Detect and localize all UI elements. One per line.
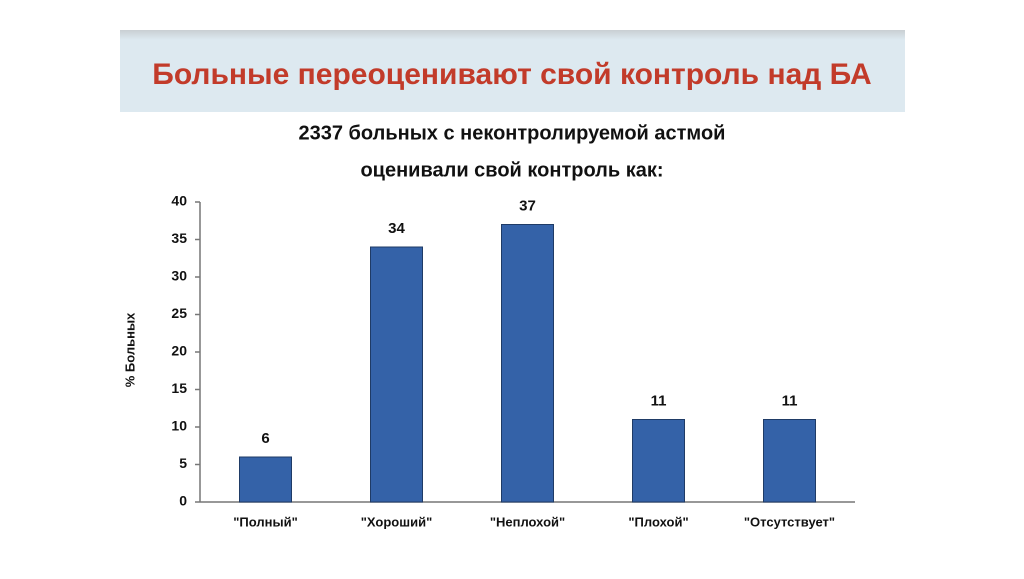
bar — [239, 456, 292, 503]
chart-title: оценивали свой контроль как: — [360, 159, 663, 181]
y-tick-label: 20 — [171, 343, 187, 359]
x-tick-label: "Плохой" — [628, 514, 688, 529]
bar — [501, 224, 554, 503]
y-tick-label: 5 — [179, 455, 187, 471]
chart-title: 2337 больных с неконтролируемой астмой — [299, 122, 726, 144]
bar — [632, 419, 685, 503]
value-label: 37 — [519, 197, 536, 214]
header-band — [120, 30, 905, 112]
y-tick-label: 10 — [171, 418, 187, 434]
value-label: 6 — [261, 430, 269, 447]
y-tick-label: 25 — [171, 305, 187, 321]
x-tick-label: "Хороший" — [361, 514, 432, 529]
bar — [763, 419, 816, 503]
x-tick-label: "Неплохой" — [490, 514, 565, 529]
y-tick-label: 0 — [179, 493, 187, 509]
value-label: 11 — [651, 392, 667, 409]
x-tick-label: "Отсутствует" — [744, 514, 835, 529]
x-tick-label: "Полный" — [233, 514, 298, 529]
bar — [370, 246, 423, 503]
slide-title: Больные переоценивают свой контроль над … — [152, 58, 871, 91]
y-tick-label: 40 — [171, 193, 187, 209]
value-label: 34 — [388, 220, 405, 237]
value-label: 11 — [782, 392, 798, 409]
y-tick-label: 30 — [171, 268, 187, 284]
y-tick-label: 15 — [171, 380, 187, 396]
y-axis-label: % Больных — [122, 312, 137, 387]
y-tick-label: 35 — [171, 230, 187, 246]
